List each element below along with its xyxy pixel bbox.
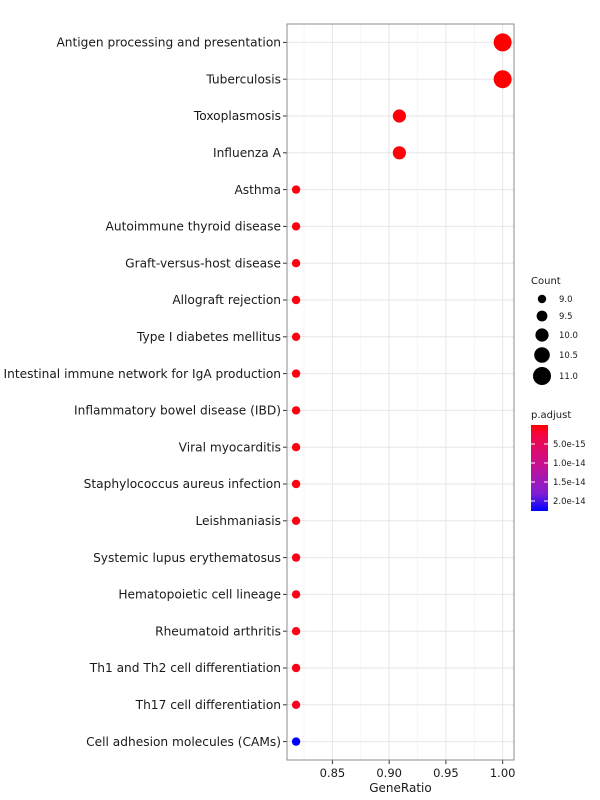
count-legend-label: 9.5 [559, 312, 573, 322]
y-tick-label: Leishmaniasis [195, 514, 281, 528]
data-point [291, 590, 301, 599]
y-tick-label: Asthma [234, 183, 281, 197]
y-tick-label: Systemic lupus erythematosus [93, 551, 281, 565]
data-point [392, 109, 406, 123]
count-legend-key [533, 367, 551, 385]
data-point [291, 553, 301, 562]
data-point [291, 516, 301, 525]
x-tick-label: 0.90 [376, 766, 402, 780]
data-point [291, 295, 301, 305]
p-adjust-colorbar [531, 425, 548, 511]
count-legend: Count 9.0 9.5 10.0 10.5 11.0 [531, 276, 578, 385]
y-tick-label: Th17 cell differentiation [135, 698, 281, 712]
data-point [291, 332, 301, 341]
data-point [493, 33, 512, 52]
y-tick-label: Allograft rejection [172, 293, 281, 307]
p-adjust-legend-title: p.adjust [531, 410, 571, 421]
x-tick-label: 0.95 [433, 766, 459, 780]
y-tick-label: Staphylococcus aureus infection [84, 477, 281, 491]
p-adjust-legend-label: 1.5e-14 [553, 478, 586, 488]
y-tick-label: Graft-versus-host disease [125, 256, 281, 270]
y-tick-label: Rheumatoid arthritis [155, 624, 281, 638]
y-tick-label: Tuberculosis [205, 72, 281, 86]
data-point [493, 70, 512, 89]
data-point [291, 185, 301, 194]
y-tick-label: Viral myocarditis [179, 440, 281, 454]
data-point [291, 369, 301, 378]
data-point [291, 663, 301, 673]
count-legend-key [534, 347, 550, 363]
y-tick-label: Antigen processing and presentation [56, 36, 281, 50]
x-tick-label: 0.85 [320, 766, 346, 780]
count-legend-key [537, 294, 547, 304]
y-axis-labels: Antigen processing and presentation Tuber… [4, 36, 287, 749]
panel-background [287, 24, 514, 760]
y-tick-label: Influenza A [213, 146, 282, 160]
data-point [291, 443, 301, 452]
y-tick-label: Th1 and Th2 cell differentiation [89, 661, 281, 675]
count-legend-title: Count [531, 276, 561, 287]
data-point [392, 146, 406, 160]
data-points [291, 33, 512, 746]
y-tick-label: Inflammatory bowel disease (IBD) [74, 404, 281, 418]
y-tick-label: Autoimmune thyroid disease [106, 220, 281, 234]
y-tick-label: Type I diabetes mellitus [136, 330, 281, 344]
count-legend-label: 11.0 [559, 372, 578, 382]
data-point [291, 479, 301, 489]
y-tick-label: Hematopoietic cell lineage [118, 588, 281, 602]
data-point [291, 406, 301, 415]
p-adjust-legend-label: 2.0e-14 [553, 497, 586, 507]
count-legend-key [536, 310, 548, 322]
p-adjust-legend-label: 1.0e-14 [553, 459, 586, 469]
data-point [291, 222, 301, 231]
count-legend-label: 9.0 [559, 295, 573, 305]
y-tick-label: Cell adhesion molecules (CAMs) [86, 735, 281, 749]
data-point [291, 700, 301, 709]
panel-grid [287, 24, 514, 760]
x-tick-label: 1.00 [490, 766, 516, 780]
y-tick-label: Toxoplasmosis [193, 109, 281, 123]
data-point [291, 737, 301, 746]
count-legend-key [535, 328, 549, 342]
x-axis-title: GeneRatio [369, 781, 431, 795]
x-axis: 0.85 0.90 0.95 1.00 [320, 760, 516, 780]
data-point [291, 259, 301, 268]
p-adjust-legend-label: 5.0e-15 [553, 440, 586, 450]
p-adjust-legend: p.adjust 5.0e-15 1.0e-14 1.5e-14 2.0e-14 [531, 410, 586, 511]
panel-border [286, 23, 515, 761]
y-tick-label: Intestinal immune network for IgA produc… [4, 367, 282, 381]
count-legend-label: 10.5 [559, 351, 578, 361]
count-legend-label: 10.0 [559, 331, 578, 341]
data-point [291, 627, 301, 636]
